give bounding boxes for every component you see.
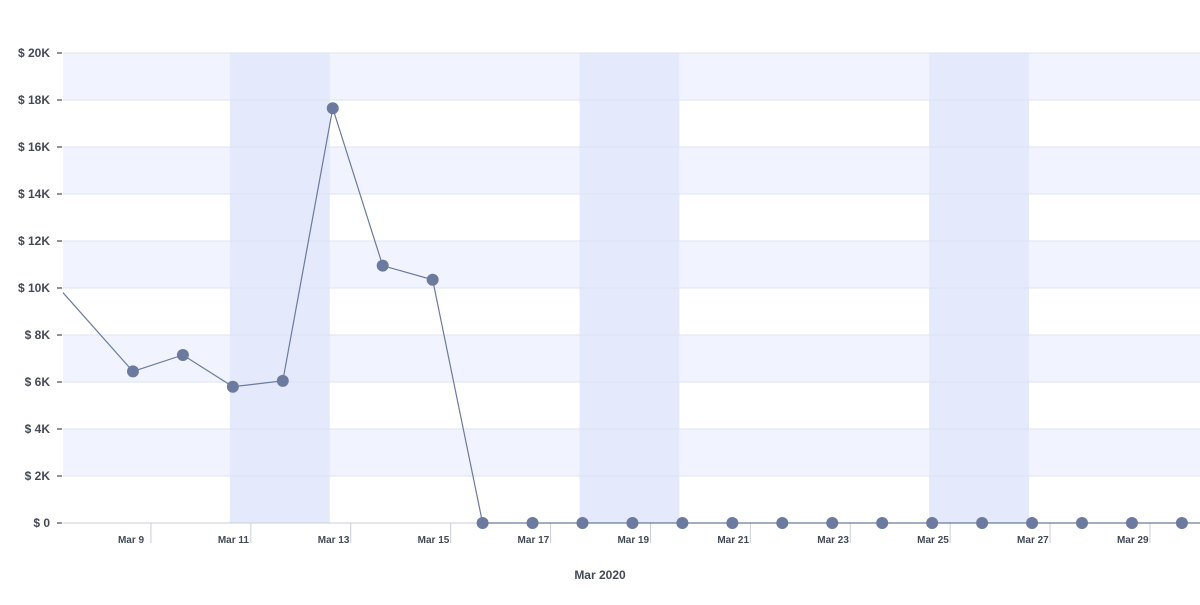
y-tick-label: $ 12K — [18, 234, 50, 248]
series-layer — [62, 102, 1200, 529]
y-axis-ticks: $ 0 $ 2K $ 4K $ 6K $ 8K $ 10K $ 12K $ 14K $ 16K $… — [18, 46, 62, 530]
x-tick-label: Mar 9 — [118, 535, 145, 546]
x-tick-label: Mar 17 — [518, 535, 550, 546]
y-tick-label: $ 4K — [25, 422, 51, 436]
x-axis-ticks: Mar 9 Mar 11 Mar 13 Mar 15 Mar 17 Mar 19 Mar 2… — [118, 523, 1151, 546]
x-tick-label: Mar 23 — [817, 535, 849, 546]
y-tick-label: $ 14K — [18, 187, 50, 201]
y-tick-label: $ 8K — [25, 328, 51, 342]
data-point — [126, 365, 139, 378]
y-tick-label: $ 2K — [25, 469, 51, 483]
x-tick-label: Mar 13 — [318, 535, 350, 546]
data-point — [726, 517, 739, 529]
data-point — [426, 273, 439, 286]
data-point — [276, 374, 289, 387]
data-point — [1026, 517, 1039, 529]
data-point — [826, 517, 839, 529]
data-point — [676, 517, 689, 529]
y-tick-label: $ 16K — [18, 140, 50, 154]
data-point — [226, 380, 239, 393]
data-point — [1175, 517, 1188, 529]
data-point — [1125, 517, 1138, 529]
y-tick-label: $ 0 — [33, 516, 50, 530]
data-point — [976, 517, 989, 529]
x-tick-label: Mar 27 — [1017, 535, 1049, 546]
data-point — [376, 259, 389, 272]
y-tick-label: $ 10K — [18, 281, 50, 295]
y-tick-label: $ 18K — [18, 93, 50, 107]
y-tick-label: $ 6K — [25, 375, 51, 389]
x-tick-label: Mar 11 — [218, 535, 250, 546]
data-point — [776, 517, 789, 529]
data-point — [626, 517, 639, 529]
data-point — [876, 517, 889, 529]
data-point — [926, 517, 939, 529]
series-line — [62, 108, 1200, 524]
data-point — [476, 517, 489, 529]
y-tick-label: $ 20K — [18, 46, 50, 60]
x-tick-label: Mar 15 — [418, 535, 450, 546]
data-point — [576, 517, 589, 529]
x-axis-title: Mar 2020 — [574, 568, 626, 582]
data-point — [326, 102, 339, 115]
x-tick-label: Mar 25 — [917, 535, 949, 546]
x-tick-label: Mar 29 — [1117, 535, 1149, 546]
x-tick-label: Mar 21 — [717, 535, 749, 546]
data-point — [1076, 517, 1088, 529]
data-point — [526, 517, 539, 529]
data-point — [176, 348, 189, 361]
x-tick-label: Mar 19 — [617, 535, 649, 546]
